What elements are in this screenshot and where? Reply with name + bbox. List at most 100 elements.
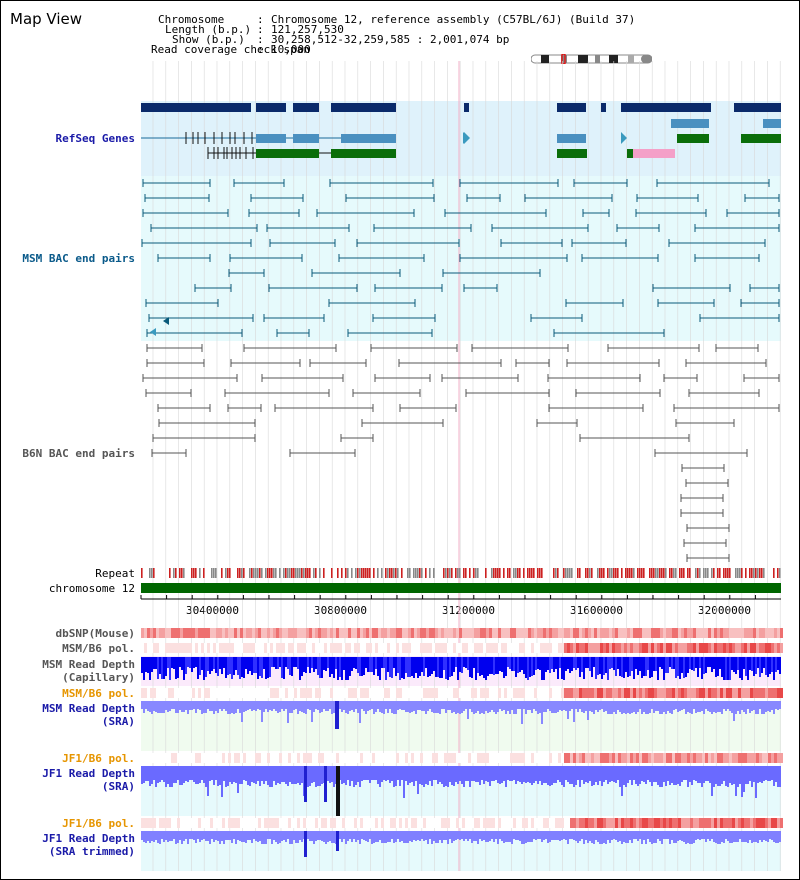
heat-cell <box>303 628 306 638</box>
heat-cell <box>159 643 162 653</box>
heat-cell <box>618 643 621 653</box>
heat-cell <box>426 643 429 653</box>
heat-cell <box>705 688 708 698</box>
depth-bar <box>387 831 389 842</box>
depth-bar <box>429 657 431 676</box>
depth-bar <box>715 766 717 784</box>
depth-bar <box>345 831 347 844</box>
depth-bar <box>171 766 173 787</box>
heat-cell <box>465 628 468 638</box>
heat-cell <box>642 688 645 698</box>
depth-bar <box>371 831 373 844</box>
heat-cell <box>678 643 681 653</box>
depth-bar <box>377 831 379 842</box>
heat-cell <box>186 628 189 638</box>
depth-bar <box>445 831 447 840</box>
depth-bar <box>605 701 607 711</box>
depth-bar <box>751 701 753 711</box>
depth-bar <box>619 701 621 712</box>
repeat-mark <box>587 568 589 578</box>
heat-cell <box>675 818 678 828</box>
depth-bar <box>219 701 221 709</box>
depth-bar <box>253 701 255 710</box>
repeat-mark <box>579 568 581 578</box>
repeat-mark <box>759 568 761 578</box>
depth-bar <box>269 766 271 787</box>
depth-bar <box>755 766 757 798</box>
depth-bar <box>215 766 217 780</box>
heat-cell <box>627 688 630 698</box>
depth-bar <box>695 766 697 781</box>
depth-bar <box>269 657 271 677</box>
depth-bar <box>517 766 519 781</box>
heat-cell <box>741 818 744 828</box>
depth-bar <box>357 766 359 782</box>
depth-bar <box>657 766 659 785</box>
heat-cell <box>348 688 351 698</box>
gene-block <box>641 103 711 112</box>
heat-cell <box>378 753 381 763</box>
depth-bar <box>667 766 669 781</box>
depth-bar <box>609 657 611 669</box>
depth-bar <box>213 657 215 669</box>
depth-bar <box>299 657 301 680</box>
depth-spike <box>336 831 339 851</box>
depth-bar <box>633 766 635 780</box>
heat-cell <box>198 643 201 653</box>
heat-cell <box>672 753 675 763</box>
heat-cell <box>339 628 342 638</box>
depth-bar <box>437 657 439 677</box>
heat-cell <box>330 688 333 698</box>
heat-cell <box>699 688 702 698</box>
depth-bar <box>203 657 205 680</box>
depth-bar <box>427 766 429 785</box>
depth-bar <box>529 831 531 842</box>
depth-bar <box>585 657 587 668</box>
heat-cell <box>474 628 477 638</box>
depth-bar <box>775 657 777 672</box>
depth-bar <box>369 701 371 710</box>
depth-bar <box>321 766 323 784</box>
heat-cell <box>741 628 744 638</box>
heat-cell <box>774 688 777 698</box>
heat-cell <box>552 628 555 638</box>
depth-bar <box>207 766 209 796</box>
depth-bar <box>447 657 449 680</box>
span-label: Read coverage check span <box>151 43 310 56</box>
heat-cell <box>354 628 357 638</box>
depth-bar <box>353 831 355 839</box>
heat-cell <box>243 628 246 638</box>
heat-cell <box>624 688 627 698</box>
depth-bar <box>451 831 453 843</box>
repeat-mark <box>689 568 691 578</box>
depth-bar <box>563 701 565 710</box>
chromosome-ideogram[interactable] <box>531 54 652 64</box>
depth-bar <box>451 766 453 785</box>
repeat-mark <box>341 568 343 578</box>
repeat-mark <box>407 568 409 578</box>
depth-bar <box>447 831 449 844</box>
depth-bar <box>771 657 773 672</box>
depth-bar <box>715 831 717 843</box>
depth-bar <box>623 831 625 842</box>
depth-bar <box>749 766 751 781</box>
depth-bar <box>273 766 275 781</box>
heat-cell <box>714 688 717 698</box>
depth-bar <box>441 831 443 843</box>
heat-cell <box>585 753 588 763</box>
depth-bar <box>299 766 301 785</box>
depth-bar <box>149 831 151 843</box>
repeat-mark <box>661 568 663 578</box>
heat-cell <box>513 688 516 698</box>
heat-cell <box>579 628 582 638</box>
heat-cell <box>192 628 195 638</box>
depth-bar <box>413 657 415 678</box>
repeat-mark <box>477 568 479 578</box>
heat-cell <box>348 753 351 763</box>
heat-cell <box>285 628 288 638</box>
heat-cell <box>393 753 396 763</box>
depth-bar <box>331 766 333 782</box>
depth-bar <box>533 766 535 783</box>
depth-bar <box>193 766 195 782</box>
heat-cell <box>384 628 387 638</box>
